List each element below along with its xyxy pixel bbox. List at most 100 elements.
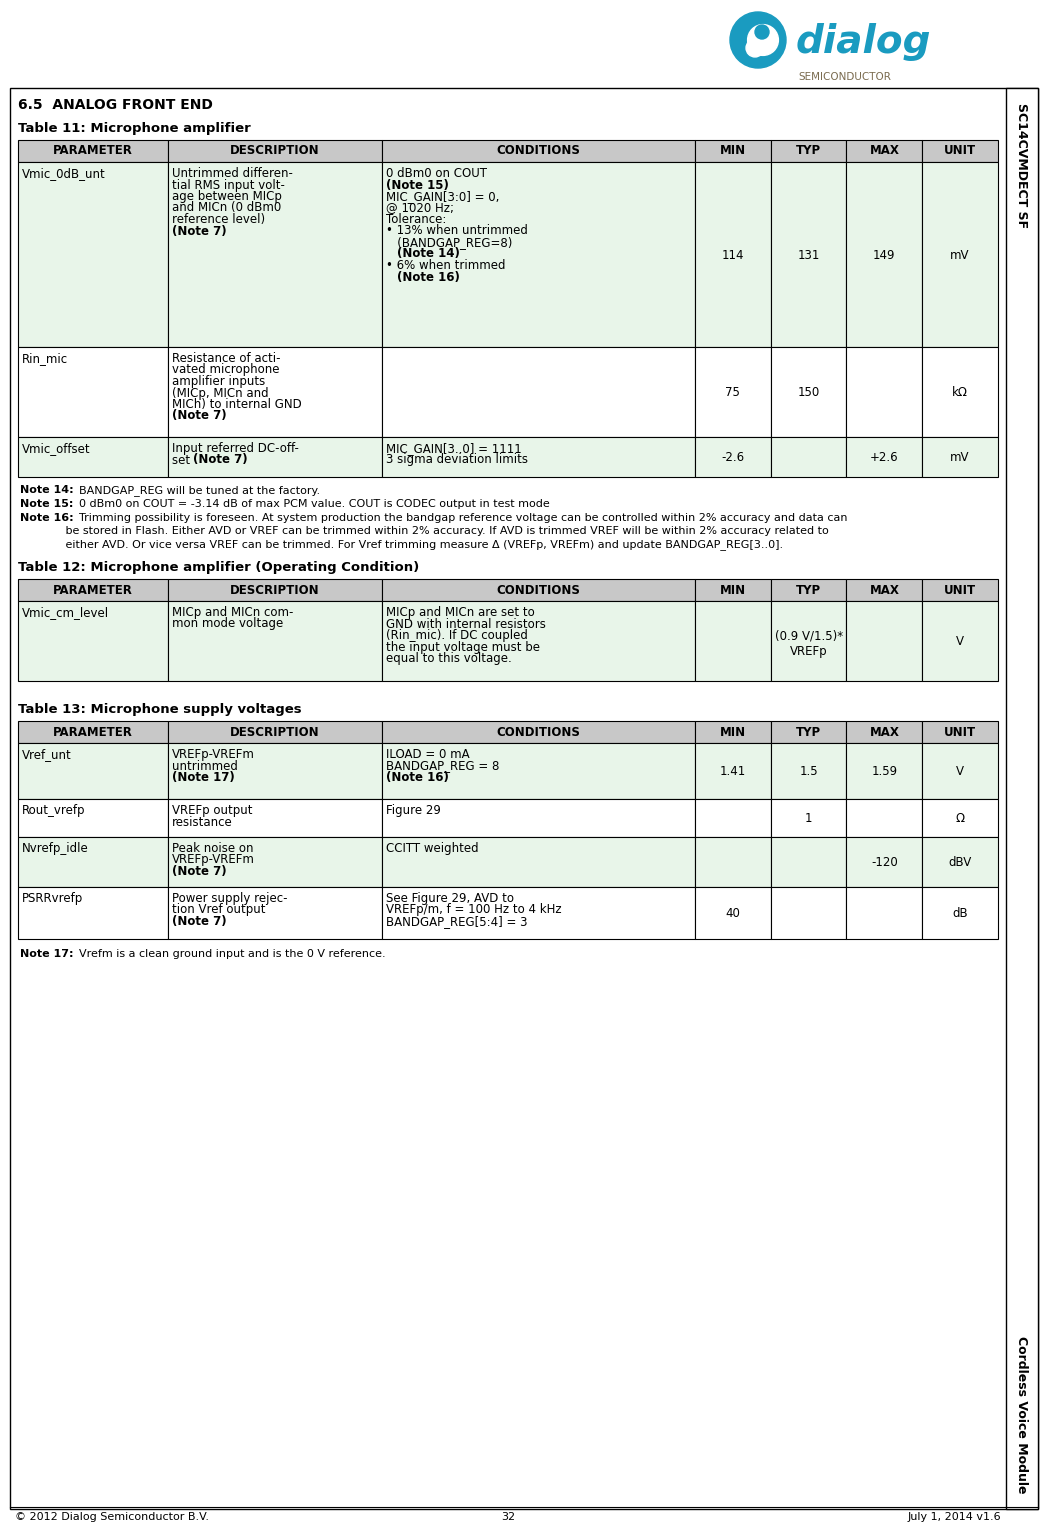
Text: the input voltage must be: the input voltage must be (386, 640, 540, 654)
Text: PARAMETER: PARAMETER (53, 725, 133, 739)
Bar (847, 140, 922, 162)
Text: CCITT weighted: CCITT weighted (386, 842, 478, 856)
Bar (847, 602, 922, 680)
Bar (382, 837, 695, 886)
Bar (382, 437, 695, 477)
Bar (18, 743, 167, 799)
Text: MIC_GAIN[3:0] = 0,: MIC_GAIN[3:0] = 0, (386, 189, 499, 203)
Text: UNIT: UNIT (944, 145, 977, 157)
Text: 131: 131 (798, 249, 820, 262)
Text: UNIT: UNIT (944, 725, 977, 739)
Bar (18, 886, 167, 939)
Bar (922, 720, 998, 743)
Text: age between MICp: age between MICp (172, 189, 282, 203)
Text: SC14CVMDECT SF: SC14CVMDECT SF (1015, 103, 1029, 228)
Text: be stored in Flash. Either AVD or VREF can be trimmed within 2% accuracy. If AVD: be stored in Flash. Either AVD or VREF c… (20, 526, 829, 536)
Bar (167, 743, 382, 799)
Text: VREFp output: VREFp output (172, 803, 252, 817)
Bar (695, 837, 771, 886)
Text: (Rin_mic). If DC coupled: (Rin_mic). If DC coupled (386, 629, 527, 642)
Text: Vmic_offset: Vmic_offset (22, 442, 90, 456)
Text: (Note 7): (Note 7) (193, 454, 248, 466)
Text: 1.41: 1.41 (720, 765, 746, 779)
Text: 32: 32 (501, 1511, 515, 1522)
Bar (167, 437, 382, 477)
Bar (771, 837, 847, 886)
Text: SEMICONDUCTOR: SEMICONDUCTOR (798, 72, 891, 82)
Circle shape (730, 12, 786, 68)
Text: Table 12: Microphone amplifier (Operating Condition): Table 12: Microphone amplifier (Operatin… (18, 562, 419, 574)
Text: MICp and MICn are set to: MICp and MICn are set to (386, 606, 535, 619)
Text: (Note 16): (Note 16) (397, 271, 460, 283)
Text: mV: mV (951, 451, 970, 465)
Bar (695, 437, 771, 477)
Text: MAX: MAX (869, 145, 900, 157)
Bar (382, 602, 695, 680)
Bar (382, 886, 695, 939)
Text: • 13% when untrimmed: • 13% when untrimmed (386, 225, 527, 237)
Text: Rout_vrefp: Rout_vrefp (22, 803, 85, 817)
Bar (771, 346, 847, 437)
Bar (847, 799, 922, 837)
Text: (0.9 V/1.5)*
VREFp: (0.9 V/1.5)* VREFp (775, 629, 842, 659)
Text: CONDITIONS: CONDITIONS (496, 725, 580, 739)
Bar (167, 602, 382, 680)
Text: equal to this voltage.: equal to this voltage. (386, 653, 512, 665)
Text: UNIT: UNIT (944, 583, 977, 597)
Text: MIC_GAIN[3..0] = 1111: MIC_GAIN[3..0] = 1111 (386, 442, 521, 456)
Bar (922, 437, 998, 477)
Text: Vrefm is a clean ground input and is the 0 V reference.: Vrefm is a clean ground input and is the… (72, 950, 386, 959)
Text: Vmic_0dB_unt: Vmic_0dB_unt (22, 168, 106, 180)
Circle shape (755, 25, 769, 38)
Text: MAX: MAX (869, 725, 900, 739)
Text: amplifier inputs: amplifier inputs (172, 376, 265, 388)
Bar (771, 743, 847, 799)
Bar (771, 799, 847, 837)
Text: TYP: TYP (796, 725, 822, 739)
Bar (695, 346, 771, 437)
Bar (382, 720, 695, 743)
Text: V: V (956, 636, 964, 648)
Text: Trimming possibility is foreseen. At system production the bandgap reference vol: Trimming possibility is foreseen. At sys… (72, 512, 848, 523)
Bar (695, 720, 771, 743)
Text: CONDITIONS: CONDITIONS (496, 145, 580, 157)
Circle shape (748, 25, 778, 55)
Text: Table 13: Microphone supply voltages: Table 13: Microphone supply voltages (18, 703, 302, 716)
Text: (Note 15): (Note 15) (386, 179, 448, 191)
Bar (18, 602, 167, 680)
Bar (1006, 88, 1038, 1510)
Bar (167, 162, 382, 346)
Bar (167, 799, 382, 837)
Text: Vmic_cm_level: Vmic_cm_level (22, 606, 109, 619)
Bar (382, 799, 695, 837)
Text: MIN: MIN (720, 583, 746, 597)
Bar (167, 346, 382, 437)
Text: mon mode voltage: mon mode voltage (172, 617, 283, 631)
Text: © 2012 Dialog Semiconductor B.V.: © 2012 Dialog Semiconductor B.V. (15, 1511, 209, 1522)
Text: PARAMETER: PARAMETER (53, 583, 133, 597)
Text: VREFp-VREFm: VREFp-VREFm (172, 854, 255, 866)
Text: VREFp-VREFm: VREFp-VREFm (172, 748, 255, 760)
Text: See Figure 29, AVD to: See Figure 29, AVD to (386, 893, 514, 905)
Text: VREFp/m, f = 100 Hz to 4 kHz: VREFp/m, f = 100 Hz to 4 kHz (386, 903, 562, 917)
Text: @ 1020 Hz;: @ 1020 Hz; (386, 202, 453, 214)
Text: Resistance of acti-: Resistance of acti- (172, 352, 280, 365)
Text: Untrimmed differen-: Untrimmed differen- (172, 168, 292, 180)
Bar (18, 720, 167, 743)
Text: Note 15:: Note 15: (20, 499, 74, 509)
Text: 149: 149 (874, 249, 895, 262)
Text: (Note 7): (Note 7) (172, 409, 226, 423)
Bar (922, 837, 998, 886)
Text: Ω: Ω (956, 813, 965, 825)
Bar (771, 720, 847, 743)
Text: +2.6: +2.6 (870, 451, 899, 465)
Text: vated microphone: vated microphone (172, 363, 279, 377)
Bar (847, 162, 922, 346)
Text: dB: dB (953, 908, 968, 920)
Bar (771, 140, 847, 162)
Bar (771, 886, 847, 939)
Bar (922, 140, 998, 162)
Bar (695, 886, 771, 939)
Text: DESCRIPTION: DESCRIPTION (230, 583, 319, 597)
Text: set: set (172, 454, 193, 466)
